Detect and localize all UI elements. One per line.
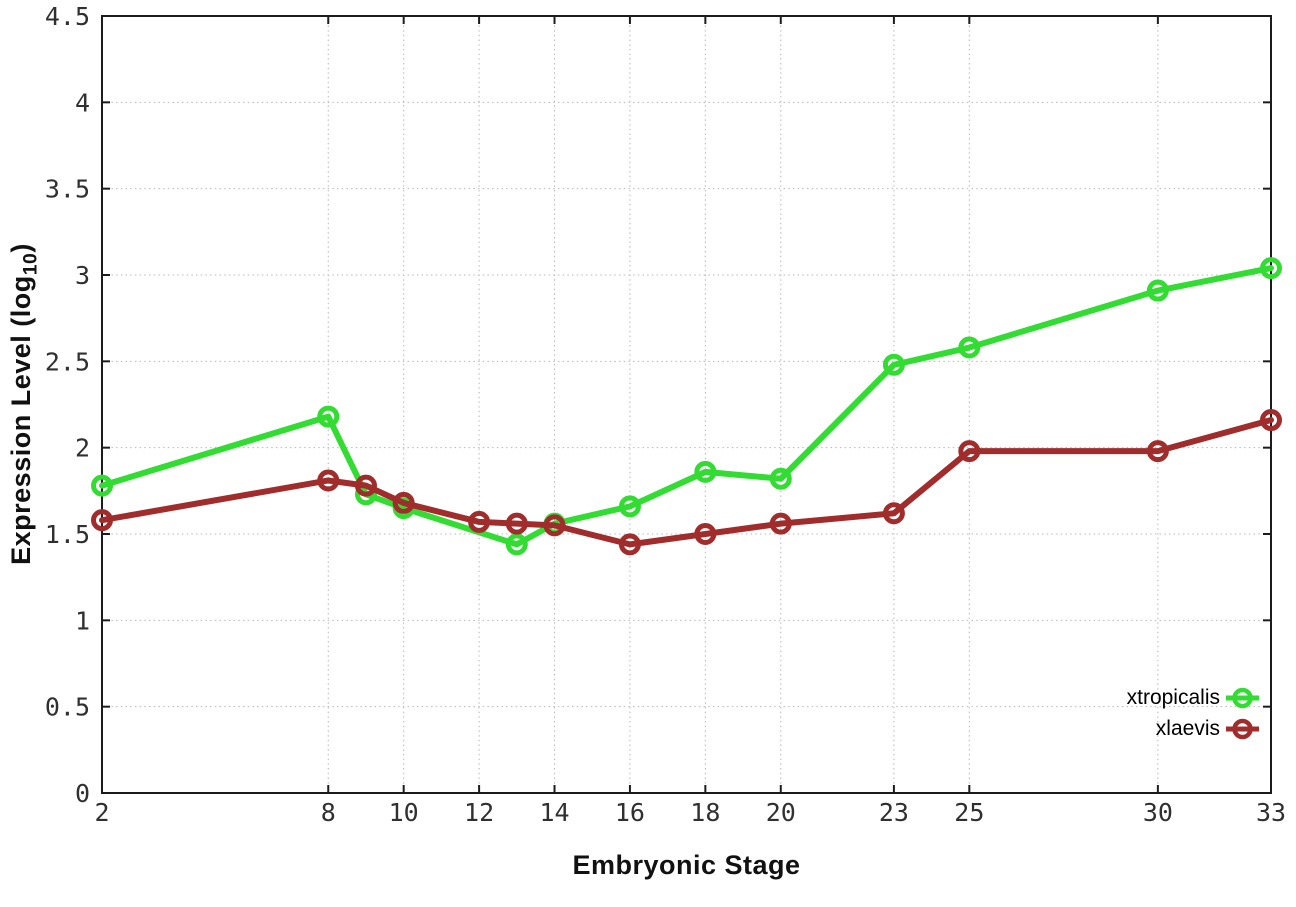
data-point-xlaevis [694, 523, 717, 545]
y-tick-label: 1 [75, 606, 90, 635]
x-tick-label: 10 [389, 798, 419, 827]
y-tick-label: 0.5 [45, 693, 90, 722]
data-point-xtropicalis [505, 533, 528, 556]
y-tick-label: 3.5 [45, 175, 90, 204]
series-xtropicalis [91, 257, 1282, 556]
x-tick-label: 16 [615, 798, 645, 827]
data-point-xlaevis [1260, 409, 1282, 432]
border [101, 15, 1272, 794]
data-point-xlaevis [618, 533, 641, 556]
plot-border [101, 15, 1272, 794]
data-point-xtropicalis [694, 460, 717, 483]
y-axis-title: Expression Level (log10) [0, 154, 43, 654]
data-point-xlaevis [505, 512, 528, 535]
legend-label-xlaevis: xlaevis [1155, 717, 1220, 740]
data-point-xlaevis [1146, 440, 1169, 463]
data-point-xlaevis [392, 491, 415, 514]
series-line-xtropicalis [99, 265, 1274, 548]
x-tick-label: 14 [539, 798, 569, 827]
tick-labels: 2 8 10 12 14 16 18 20 23 25 30 33 0 0.5 1 1.5 2 2.5 3 3.5 4 4… [45, 2, 1286, 827]
y-axis-title-suffix: ) [6, 243, 36, 253]
x-tick-label: 8 [321, 798, 336, 827]
gridlines [102, 16, 1271, 793]
data-point-xlaevis [468, 510, 491, 533]
legend-key-xtropicalis [1226, 687, 1259, 709]
data-point-xtropicalis [618, 495, 641, 518]
legend-marker-xtropicalis [1232, 687, 1253, 709]
tick-marks [101, 15, 1272, 794]
legend-marker-xlaevis [1232, 718, 1253, 740]
y-axis-title-subscript: 10 [19, 252, 42, 276]
x-tick-label: 12 [464, 798, 494, 827]
x-tick-label: 30 [1143, 798, 1173, 827]
data-point-xtropicalis [317, 405, 340, 428]
y-tick-label: 4.5 [45, 2, 90, 31]
x-axis-title: Embryonic Stage [572, 850, 801, 880]
data-point-xlaevis [317, 469, 340, 492]
legend-key-xlaevis [1226, 718, 1259, 740]
y-tick-label: 4 [75, 88, 90, 117]
data-point-xlaevis [543, 514, 566, 537]
y-tick-label: 2 [75, 434, 90, 463]
data-point-xlaevis [91, 509, 113, 532]
data-point-xtropicalis [769, 467, 792, 490]
y-tick-label: 1.5 [45, 520, 90, 549]
y-tick-label: 2.5 [45, 347, 90, 376]
data-point-xtropicalis [958, 336, 981, 359]
x-tick-label: 33 [1256, 798, 1286, 827]
legend-label-xtropicalis: xtropicalis [1126, 686, 1220, 709]
y-tick-label: 3 [75, 261, 90, 290]
x-tick-label: 25 [954, 798, 984, 827]
data-point-xtropicalis [91, 474, 113, 497]
data-point-xlaevis [882, 502, 905, 525]
x-tick-label: 2 [94, 798, 109, 827]
y-tick-label: 0 [75, 779, 90, 808]
data-point-xlaevis [769, 512, 792, 535]
x-tick-label: 20 [766, 798, 796, 827]
data-point-xtropicalis [1260, 257, 1282, 280]
x-tick-label: 23 [879, 798, 909, 827]
data-point-xtropicalis [882, 353, 905, 376]
y-axis-title-text: Expression Level (log [6, 275, 36, 565]
data-point-xlaevis [958, 440, 981, 463]
data-point-xlaevis [354, 474, 377, 497]
x-tick-label: 18 [690, 798, 720, 827]
series-xlaevis [91, 409, 1282, 556]
data-point-xtropicalis [1146, 279, 1169, 302]
